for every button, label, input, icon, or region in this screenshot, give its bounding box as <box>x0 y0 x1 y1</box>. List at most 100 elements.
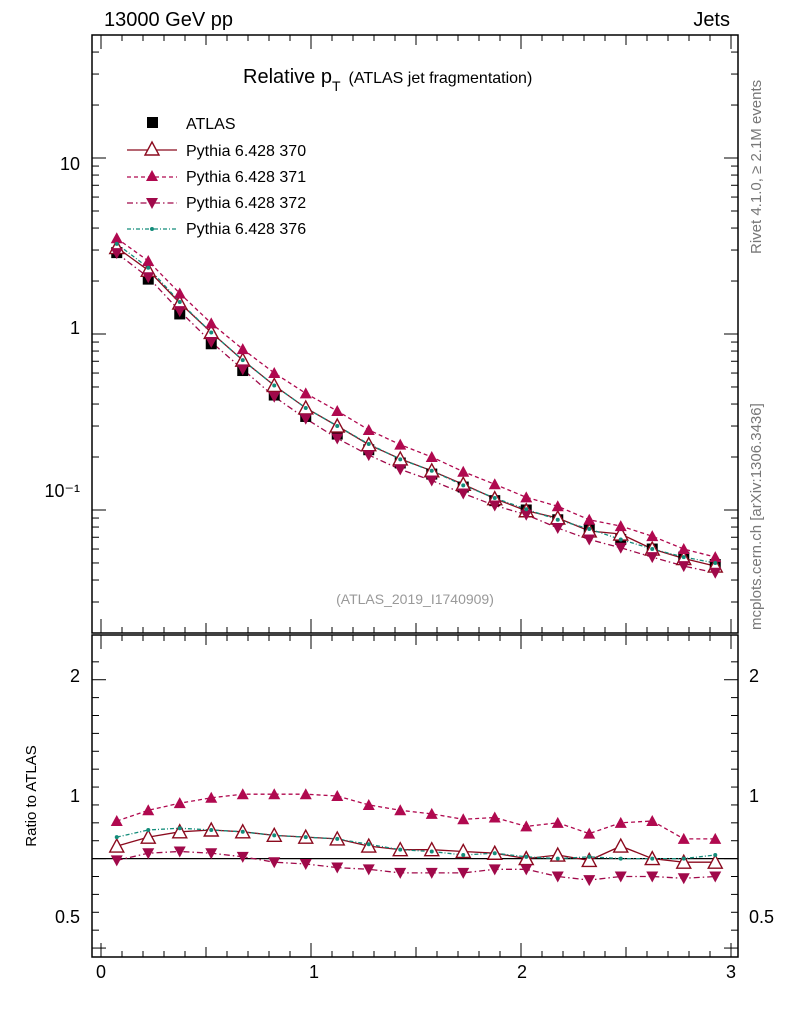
series-point-s371 <box>110 232 123 244</box>
series-point-s376 <box>524 507 529 512</box>
series-point-s371 <box>646 530 659 542</box>
ratio-point-s376 <box>272 833 277 838</box>
ratio-point-s372 <box>520 864 533 876</box>
legend-marker-370 <box>143 140 161 156</box>
series-point-s372 <box>425 475 438 487</box>
series-point-s376 <box>146 265 151 270</box>
series-point-s371 <box>362 423 375 435</box>
ratio-point-s371 <box>551 816 564 828</box>
series-point-s371 <box>299 387 312 399</box>
series-point-s376 <box>114 241 119 246</box>
series-point-s376 <box>398 457 403 462</box>
header-jets-label: Jets <box>693 9 730 31</box>
ratio-point-s372 <box>425 867 438 879</box>
ratio-point-s370 <box>549 846 566 862</box>
series-point-s371 <box>205 317 218 329</box>
ratio-point-s370 <box>612 837 629 853</box>
ratio-point-s376 <box>240 829 245 834</box>
legend-label-376: Pythia 6.428 376 <box>186 221 306 238</box>
series-point-s376 <box>713 560 718 565</box>
series-point-s371 <box>268 367 281 379</box>
series-point-s372 <box>614 542 627 554</box>
ratio-point-s372 <box>488 864 501 876</box>
ratio-point-s372 <box>394 867 407 879</box>
ratio-point-s370 <box>675 853 692 869</box>
x-tick-label-3: 3 <box>726 962 736 982</box>
axis-ticks <box>92 34 738 957</box>
series-point-s376 <box>429 468 434 473</box>
x-tick-label-2: 2 <box>517 962 527 982</box>
series-point-s372 <box>173 306 186 318</box>
ratio-tick-label-2-right: 2 <box>749 666 759 686</box>
series-point-s372 <box>677 561 690 573</box>
ratio-point-s371 <box>425 807 438 819</box>
x-tick-label-0: 0 <box>96 962 106 982</box>
series-point-s376 <box>618 537 623 542</box>
series-point-s376 <box>555 517 560 522</box>
series-point-s376 <box>650 547 655 552</box>
ratio-point-s376 <box>146 827 151 832</box>
ratio-point-s376 <box>713 853 718 858</box>
ratio-point-s372 <box>268 857 281 869</box>
ratio-point-s372 <box>646 871 659 883</box>
ratio-plot-frame <box>91 634 739 958</box>
ratio-point-s376 <box>366 842 371 847</box>
series-point-s372 <box>457 488 470 500</box>
ratio-point-s372 <box>299 858 312 870</box>
analysis-tag: (ATLAS_2019_I1740909) <box>336 591 494 607</box>
series-point-s372 <box>551 523 564 535</box>
ratio-point-s372 <box>173 846 186 858</box>
series-point-s371 <box>677 543 690 555</box>
ratio-point-s371 <box>520 820 533 832</box>
ratio-point-s371 <box>583 827 596 839</box>
ratio-point-s376 <box>618 856 623 861</box>
series-point-s376 <box>335 424 340 429</box>
y-tick-label-0.1: 10⁻¹ <box>44 481 80 501</box>
ratio-point-s371 <box>110 815 123 827</box>
series-point-s371 <box>614 520 627 532</box>
ratio-tick-label-2-left: 2 <box>70 666 80 686</box>
ratio-point-s372 <box>457 867 470 879</box>
ratio-point-s376 <box>587 854 592 859</box>
ratio-point-s376 <box>429 849 434 854</box>
ratio-point-s376 <box>650 856 655 861</box>
series-point-s371 <box>583 513 596 525</box>
y-tick-label-1: 1 <box>70 318 80 338</box>
ratio-point-s371 <box>394 804 407 816</box>
series-point-s376 <box>177 299 182 304</box>
ratio-point-s372 <box>709 871 722 883</box>
series-point-s371 <box>142 254 155 266</box>
legend-marker-372 <box>146 198 158 209</box>
ratio-point-s371 <box>205 791 218 803</box>
legend-marker-atlas <box>147 117 158 128</box>
ratio-point-s372 <box>362 864 375 876</box>
series-point-s376 <box>461 483 466 488</box>
ratio-point-s372 <box>583 875 596 887</box>
x-tick-label-1: 1 <box>309 962 319 982</box>
ratio-point-s371 <box>362 798 375 810</box>
series-line-s371 <box>116 237 716 558</box>
series-point-s376 <box>587 526 592 531</box>
ratio-line-s376 <box>116 827 716 860</box>
ratio-point-s371 <box>709 832 722 844</box>
series-point-s371 <box>425 451 438 463</box>
ratio-point-s371 <box>142 804 155 816</box>
series-point-s376 <box>303 405 308 410</box>
legend-label-372: Pythia 6.428 372 <box>186 195 306 212</box>
ratio-point-s376 <box>303 835 308 840</box>
ratio-point-s372 <box>614 871 627 883</box>
series-point-s372 <box>709 567 722 579</box>
ratio-point-s371 <box>677 832 690 844</box>
ratio-tick-label-1-right: 1 <box>749 786 759 806</box>
ratio-tick-label-0.5-right: 0.5 <box>749 907 774 927</box>
ratio-point-s376 <box>461 853 466 858</box>
ratio-line-s372 <box>116 850 716 881</box>
ratio-point-s371 <box>173 797 186 809</box>
ratio-point-s372 <box>331 862 344 874</box>
series-point-s372 <box>299 413 312 425</box>
ratio-tick-label-0.5-left: 0.5 <box>55 907 80 927</box>
series-point-s371 <box>331 405 344 417</box>
ratio-point-s370 <box>171 823 188 839</box>
ratio-point-s376 <box>177 826 182 831</box>
series-point-s372 <box>331 433 344 445</box>
